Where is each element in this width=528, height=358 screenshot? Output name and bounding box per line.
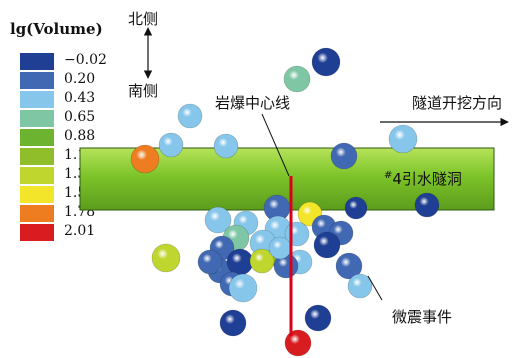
event-sphere: [330, 142, 358, 170]
legend-swatch: [20, 186, 54, 203]
event-sphere: [197, 249, 223, 275]
event-sphere: [219, 309, 247, 337]
legend-swatch: [20, 224, 54, 241]
center-line-label: 岩爆中心线: [215, 94, 290, 112]
event-sphere: [388, 124, 418, 154]
legend-swatch: [20, 53, 54, 70]
microseismic-events: [130, 47, 440, 357]
event-sphere: [304, 304, 332, 332]
legend-label: 0.88: [64, 128, 96, 144]
event-sphere: [344, 196, 368, 220]
event-sphere: [130, 144, 160, 174]
legend-label: 0.43: [64, 90, 96, 106]
legend-label: −0.02: [64, 52, 107, 68]
legend-label: 0.20: [64, 71, 96, 87]
event-sphere: [213, 133, 239, 159]
event-sphere: [311, 47, 341, 77]
direction-label: 隧道开挖方向: [412, 94, 502, 112]
legend-swatch: [20, 148, 54, 165]
legend-label: 2.01: [64, 223, 96, 239]
legend-label: 0.65: [64, 109, 96, 125]
center-line-leader: [261, 113, 290, 177]
event-sphere: [204, 206, 232, 234]
event-sphere: [283, 65, 311, 93]
event-sphere: [177, 103, 203, 129]
event-sphere: [414, 192, 440, 218]
legend-swatch: [20, 167, 54, 184]
event-sphere: [228, 273, 258, 303]
legend-swatch: [20, 110, 54, 127]
event-sphere: [158, 132, 184, 158]
event-sphere: [268, 236, 292, 260]
events-leader: [367, 275, 383, 301]
legend-swatch: [20, 205, 54, 222]
legend-title: lg(Volume): [10, 20, 103, 38]
event-sphere: [335, 252, 363, 280]
event-sphere: [284, 329, 312, 357]
events-label: 微震事件: [392, 308, 452, 326]
event-sphere: [313, 231, 341, 259]
north-label: 北侧: [128, 10, 158, 28]
legend-swatch: [20, 129, 54, 146]
tunnel-label: #4引水隧洞: [384, 170, 462, 188]
event-sphere: [151, 243, 181, 273]
tunnel-label-name: 4引水隧洞: [392, 170, 462, 188]
event-sphere: [347, 273, 373, 299]
south-label: 南侧: [128, 82, 158, 100]
legend-swatch: [20, 72, 54, 89]
tunnel-label-superscript: #: [384, 170, 392, 181]
event-sphere: [249, 248, 275, 274]
event-sphere: [226, 248, 254, 276]
legend-swatch: [20, 91, 54, 108]
